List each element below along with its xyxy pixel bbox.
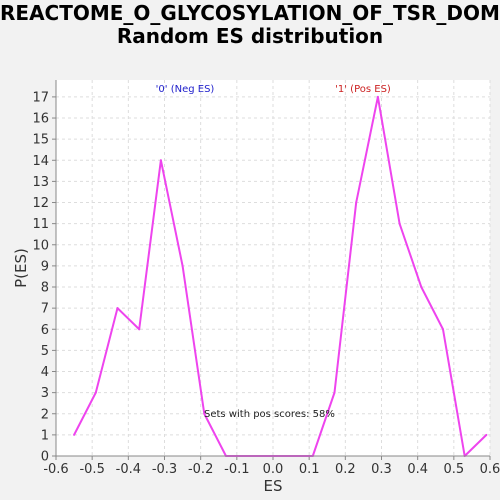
y-tick-label: 10 bbox=[32, 238, 49, 253]
data-point bbox=[377, 96, 379, 98]
data-point bbox=[160, 159, 162, 161]
x-axis-ticks: -0.6 -0.5 -0.4 -0.3 -0.2 -0.1 0.0 0.1 0.2 0.3 0.4 0… bbox=[43, 456, 500, 477]
x-tick-label: 0.0 bbox=[263, 462, 284, 477]
data-point bbox=[73, 434, 75, 436]
y-tick-label: 17 bbox=[32, 90, 49, 105]
data-point bbox=[333, 392, 335, 394]
x-tick-label: 0.4 bbox=[407, 462, 428, 477]
y-tick-label: 13 bbox=[32, 175, 49, 190]
data-point bbox=[442, 328, 444, 330]
y-tick-label: 2 bbox=[41, 407, 49, 422]
y-axis-title: P(ES) bbox=[12, 248, 30, 288]
y-tick-label: 15 bbox=[32, 133, 49, 148]
x-tick-label: 0.1 bbox=[299, 462, 320, 477]
data-point bbox=[116, 307, 118, 309]
data-point bbox=[182, 265, 184, 267]
y-tick-label: 14 bbox=[32, 154, 49, 169]
x-tick-label: -0.2 bbox=[188, 462, 213, 477]
data-point bbox=[138, 328, 140, 330]
y-tick-label: 9 bbox=[41, 259, 49, 274]
y-tick-label: 16 bbox=[32, 112, 49, 127]
pos-es-label: '1' (Pos ES) bbox=[335, 84, 391, 95]
x-tick-label: -0.1 bbox=[224, 462, 249, 477]
x-tick-label: 0.3 bbox=[371, 462, 392, 477]
data-point bbox=[399, 223, 401, 225]
neg-es-label: '0' (Neg ES) bbox=[156, 84, 215, 95]
y-tick-label: 12 bbox=[32, 196, 49, 211]
data-point bbox=[485, 434, 487, 436]
pos-scores-annotation: Sets with pos scores: 58% bbox=[204, 409, 335, 420]
y-tick-label: 3 bbox=[41, 386, 49, 401]
x-tick-label: 0.5 bbox=[443, 462, 464, 477]
y-tick-label: 11 bbox=[32, 217, 49, 232]
data-point bbox=[355, 202, 357, 204]
data-point bbox=[420, 286, 422, 288]
x-axis-title: ES bbox=[264, 477, 283, 495]
x-tick-label: -0.3 bbox=[152, 462, 177, 477]
y-tick-label: 6 bbox=[41, 323, 49, 338]
y-tick-label: 1 bbox=[41, 428, 49, 443]
y-tick-label: 7 bbox=[41, 302, 49, 317]
data-point bbox=[95, 392, 97, 394]
x-tick-label: 0.2 bbox=[335, 462, 356, 477]
x-tick-label: 0.6 bbox=[480, 462, 500, 477]
y-tick-label: 5 bbox=[41, 344, 49, 359]
x-tick-label: -0.6 bbox=[43, 462, 68, 477]
y-tick-label: 8 bbox=[41, 281, 49, 296]
x-tick-label: -0.4 bbox=[116, 462, 141, 477]
x-tick-label: -0.5 bbox=[79, 462, 104, 477]
y-tick-label: 4 bbox=[41, 365, 49, 380]
